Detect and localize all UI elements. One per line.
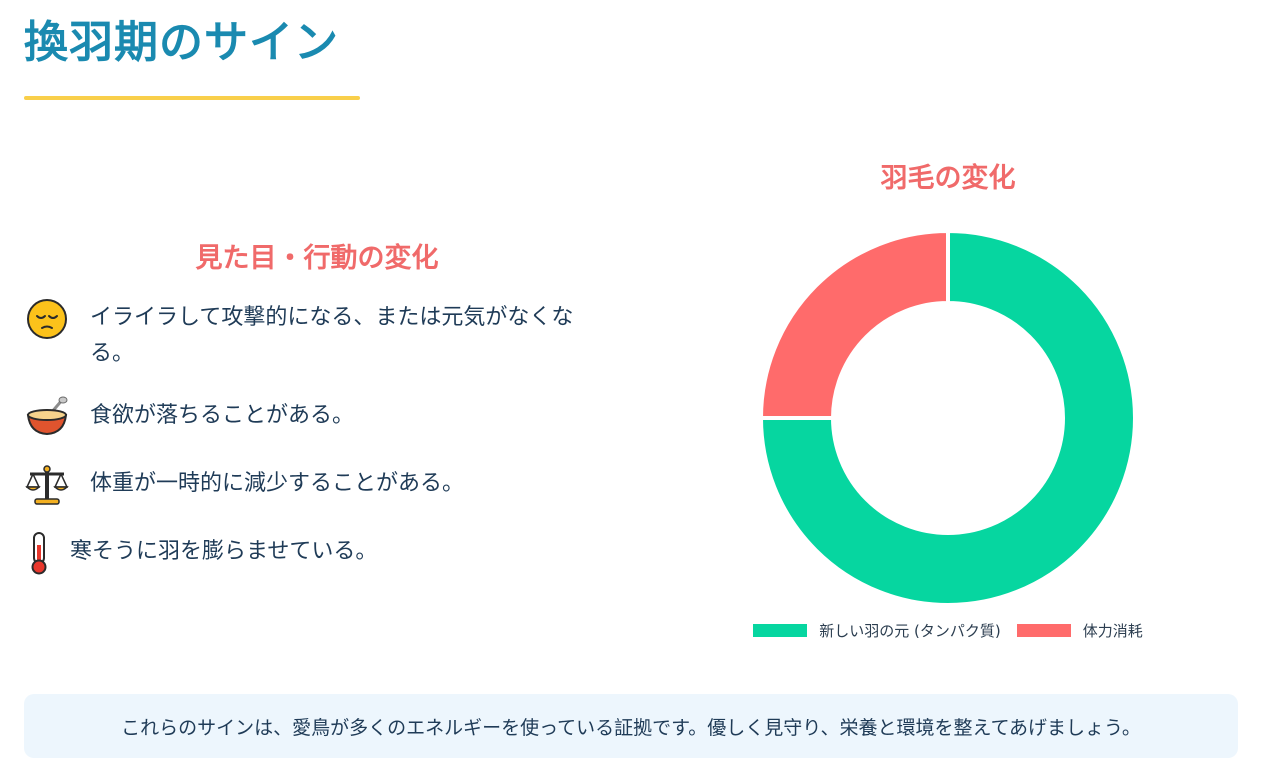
- porridge-bowl-icon: [24, 394, 70, 440]
- signs-heading: 見た目・行動の変化: [195, 243, 439, 274]
- donut-slice-0[interactable]: [758, 228, 1137, 607]
- legend-label: 新しい羽の元 (タンパク質): [819, 622, 1001, 640]
- legend-swatch: [753, 624, 808, 637]
- legend-label: 体力消耗: [1082, 622, 1143, 640]
- donut-chart: [758, 228, 1137, 607]
- list-item: 寒そうに羽を膨らませている。: [24, 530, 610, 576]
- legend-swatch: [1016, 624, 1071, 637]
- signs-list: イライラして攻撃的になる、または元気がなくなる。 食欲が落ちることがある。: [24, 296, 610, 576]
- chart-legend: 新しい羽の元 (タンパク質) 体力消耗: [700, 620, 1196, 641]
- sign-text: 食欲が落ちることがある。: [90, 402, 355, 428]
- list-item: 体重が一時的に減少することがある。: [24, 462, 610, 508]
- legend-item-new-feathers[interactable]: 新しい羽の元 (タンパク質): [753, 620, 1001, 641]
- legend-item-energy-drain[interactable]: 体力消耗: [1016, 620, 1143, 641]
- title-underline: [24, 96, 360, 100]
- donut-slice-1[interactable]: [758, 228, 950, 420]
- list-item: イライラして攻撃的になる、または元気がなくなる。: [24, 296, 610, 372]
- sign-text: イライラして攻撃的になる、または元気がなくなる。: [90, 304, 574, 366]
- signs-panel: 見た目・行動の変化 イライラして攻撃的になる、または元気がなくなる。: [24, 240, 610, 598]
- page-title: 換羽期のサイン: [24, 17, 339, 68]
- note-box: これらのサインは、愛鳥が多くのエネルギーを使っている証拠です。優しく見守り、栄養…: [24, 694, 1238, 758]
- note-text: これらのサインは、愛鳥が多くのエネルギーを使っている証拠です。優しく見守り、栄養…: [121, 716, 1141, 739]
- pensive-face-icon: [24, 296, 70, 342]
- balance-scale-icon: [24, 462, 70, 508]
- list-item: 食欲が落ちることがある。: [24, 394, 610, 440]
- sign-text: 体重が一時的に減少することがある。: [90, 470, 465, 496]
- sign-text: 寒そうに羽を膨らませている。: [70, 538, 378, 564]
- thermometer-icon: [24, 530, 54, 576]
- chart-title: 羽毛の変化: [880, 163, 1016, 194]
- chart-panel: 羽毛の変化 新しい羽の元 (タンパク質) 体力消耗: [700, 160, 1196, 640]
